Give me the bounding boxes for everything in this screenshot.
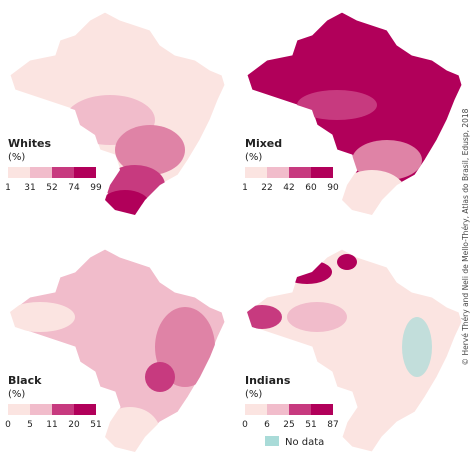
no-data-swatch xyxy=(265,436,279,446)
legend-swatch xyxy=(311,404,333,415)
legend-swatch xyxy=(8,404,30,415)
legend-label: 51 xyxy=(90,420,101,430)
legend-swatch xyxy=(74,167,96,178)
legend-label: 42 xyxy=(283,183,294,193)
legend-unit: (%) xyxy=(8,389,25,400)
legend-swatch xyxy=(74,404,96,415)
indians-map xyxy=(246,248,463,453)
legend-label: 6 xyxy=(264,420,270,430)
legend-swatch xyxy=(311,167,333,178)
legend-label: 60 xyxy=(305,183,317,193)
legend-label: 1 xyxy=(242,183,248,193)
legend-swatch xyxy=(30,167,52,178)
no-data-label: No data xyxy=(285,437,324,448)
legend-label: 74 xyxy=(68,183,80,193)
legend-swatch xyxy=(52,404,74,415)
legend-unit: (%) xyxy=(8,152,25,163)
legend-label: 20 xyxy=(68,420,80,430)
legend-label: 90 xyxy=(327,183,339,193)
legend-title: Indians xyxy=(245,374,291,387)
legend-label: 0 xyxy=(5,420,11,430)
credit: © Hervé Théry and Neli de Mello-Théry, A… xyxy=(461,108,470,365)
legend-swatch xyxy=(289,167,311,178)
legend-swatch xyxy=(30,404,52,415)
black-map xyxy=(9,248,226,453)
legend-label: 87 xyxy=(327,420,338,430)
legend-swatch xyxy=(245,167,267,178)
legend-title: Whites xyxy=(8,137,51,150)
legend-title: Black xyxy=(8,374,42,387)
legend-label: 0 xyxy=(242,420,248,430)
legend-unit: (%) xyxy=(245,152,262,163)
legend-swatch xyxy=(267,167,289,178)
legend-label: 25 xyxy=(283,420,294,430)
legend-label: 99 xyxy=(90,183,102,193)
legend-swatch xyxy=(267,404,289,415)
legend-swatch xyxy=(245,404,267,415)
legend-swatch xyxy=(8,167,30,178)
legend-label: 11 xyxy=(46,420,57,430)
legend-swatch xyxy=(289,404,311,415)
legend-label: 52 xyxy=(46,183,57,193)
whites-map xyxy=(9,11,226,216)
legend-label: 1 xyxy=(5,183,11,193)
legend-label: 51 xyxy=(305,420,316,430)
legend-label: 22 xyxy=(261,183,272,193)
mixed-map xyxy=(246,11,463,216)
legend-label: 31 xyxy=(24,183,35,193)
legend-swatch xyxy=(52,167,74,178)
legend-title: Mixed xyxy=(245,137,282,150)
legend-label: 5 xyxy=(27,420,33,430)
legend-unit: (%) xyxy=(245,389,262,400)
